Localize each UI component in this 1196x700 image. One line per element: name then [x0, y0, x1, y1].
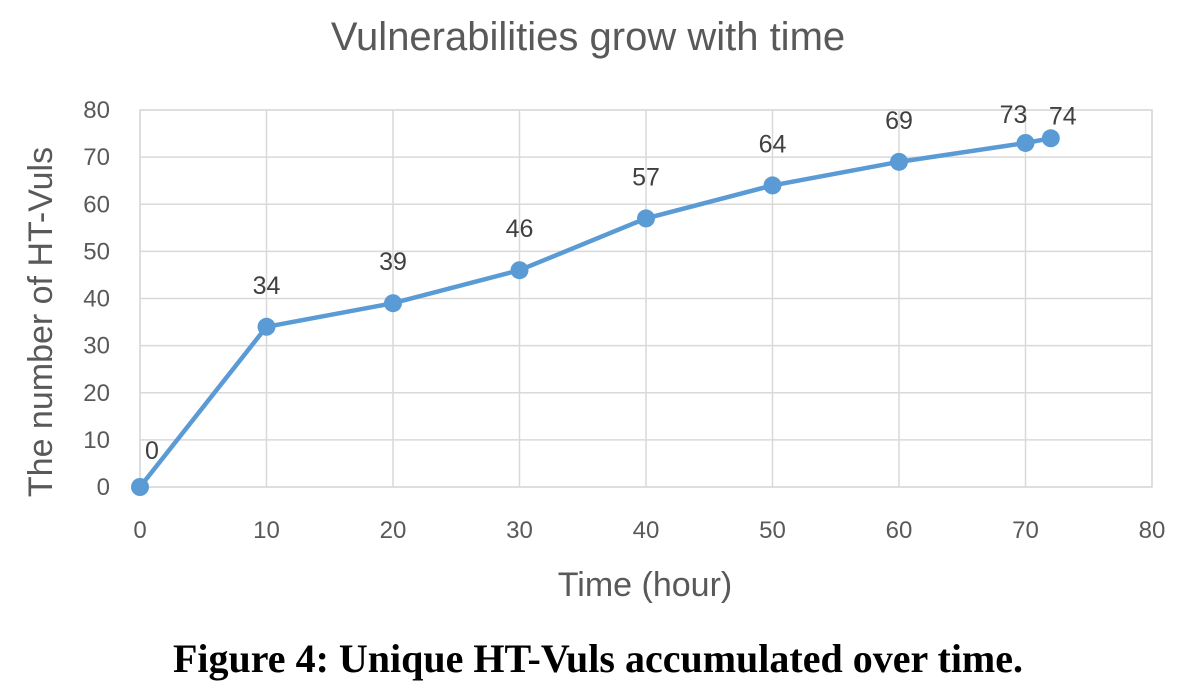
- x-axis-title: Time (hour): [558, 566, 732, 604]
- y-tick-label: 30: [83, 333, 110, 360]
- chart-title: Vulnerabilities grow with time: [331, 15, 845, 59]
- data-label: 0: [145, 437, 159, 465]
- data-point: [1041, 129, 1060, 148]
- x-tick-label: 60: [886, 517, 913, 544]
- y-tick-label: 20: [83, 380, 110, 407]
- data-point: [763, 176, 782, 195]
- data-point: [510, 261, 529, 280]
- data-points: [131, 129, 1060, 496]
- data-point: [1016, 133, 1035, 152]
- data-label: 34: [253, 272, 281, 300]
- plot-border: [139, 109, 1153, 488]
- y-tick-label: 80: [83, 97, 110, 124]
- y-tick-label: 60: [83, 191, 110, 218]
- x-tick-label: 70: [1012, 517, 1039, 544]
- figure-caption: Figure 4: Unique HT-Vuls accumulated ove…: [173, 636, 1023, 681]
- data-labels: 0 34 39 46 57 64 69 73 74: [145, 101, 1077, 465]
- data-label: 57: [632, 163, 660, 191]
- data-point: [384, 294, 402, 313]
- y-tick-label: 50: [83, 238, 110, 265]
- y-tick-labels: 0 10 20 30 40 50 60 70 80: [83, 97, 110, 501]
- y-tick-label: 40: [83, 286, 110, 313]
- x-tick-label: 30: [506, 517, 533, 544]
- x-tick-label: 40: [633, 517, 660, 544]
- y-tick-label: 70: [83, 144, 110, 171]
- y-axis-title: The number of HT-Vuls: [22, 147, 60, 497]
- data-label: 69: [885, 107, 913, 135]
- x-tick-label: 20: [380, 517, 407, 544]
- x-tick-label: 10: [253, 517, 280, 544]
- x-tick-label: 0: [133, 517, 146, 544]
- data-point: [890, 152, 908, 171]
- data-point: [257, 317, 276, 336]
- data-point: [637, 209, 655, 228]
- x-tick-labels: 0 10 20 30 40 50 60 70 80: [133, 517, 1165, 544]
- data-label: 46: [506, 215, 534, 243]
- x-tick-label: 50: [759, 517, 786, 544]
- series-line: [137, 136, 1054, 490]
- data-label: 64: [759, 130, 787, 158]
- data-point: [131, 478, 149, 496]
- y-tick-label: 10: [83, 427, 110, 454]
- y-tick-label: 0: [97, 474, 110, 501]
- data-label: 74: [1049, 102, 1077, 130]
- data-label: 73: [1000, 101, 1028, 129]
- data-label: 39: [379, 248, 407, 276]
- x-tick-label: 80: [1139, 517, 1166, 544]
